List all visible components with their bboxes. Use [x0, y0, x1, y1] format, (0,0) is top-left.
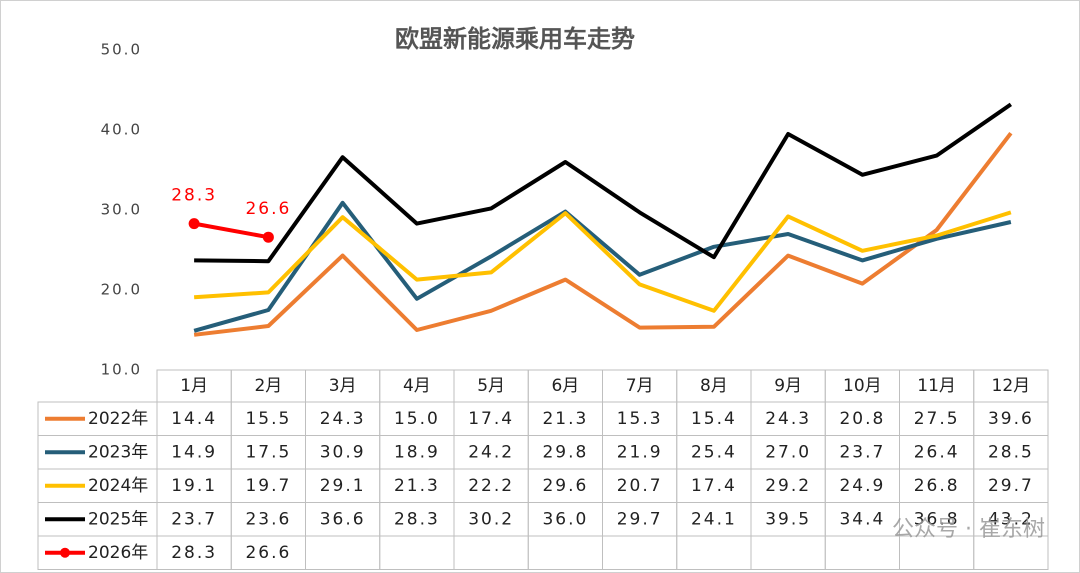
- series-line: [194, 102, 1013, 264]
- table-value: 26.6: [245, 543, 291, 563]
- table-value: 28.3: [171, 543, 217, 563]
- y-tick-label: 40.0: [101, 121, 142, 139]
- table-value: 21.3: [394, 476, 440, 496]
- legend-label: 2026年: [88, 543, 148, 563]
- x-tick-label: 7月: [626, 376, 654, 396]
- x-tick-label: 5月: [477, 376, 505, 396]
- table-value: 17.4: [468, 409, 514, 429]
- table-value: 26.8: [914, 476, 960, 496]
- table-value: 29.7: [988, 476, 1034, 496]
- point-marker: [188, 218, 200, 230]
- table-value: 21.3: [542, 409, 588, 429]
- table-value: 30.2: [468, 509, 514, 529]
- x-tick-label: 2月: [254, 376, 282, 396]
- table-value: 17.5: [245, 442, 291, 462]
- table-value: 24.2: [468, 442, 514, 462]
- table-value: 24.3: [765, 409, 811, 429]
- table-value: 24.1: [691, 509, 737, 529]
- y-tick-label: 30.0: [101, 201, 142, 219]
- table-value: 29.8: [542, 442, 588, 462]
- x-tick-label: 3月: [329, 376, 357, 396]
- table-value: 21.9: [617, 442, 663, 462]
- table-value: 29.6: [542, 476, 588, 496]
- table-value: 43.2: [988, 509, 1034, 529]
- legend-label: 2022年: [88, 409, 148, 429]
- series-line: [193, 221, 269, 240]
- x-tick-label: 12月: [992, 376, 1031, 396]
- legend-label: 2023年: [88, 442, 148, 462]
- y-tick-label: 20.0: [101, 281, 142, 299]
- series-line: [193, 131, 1013, 337]
- table-value: 20.8: [839, 409, 885, 429]
- series-line: [193, 210, 1012, 313]
- legend-marker: [60, 547, 70, 558]
- table-value: 20.7: [617, 476, 663, 496]
- legend-label: 2025年: [88, 509, 148, 529]
- x-tick-label: 10月: [843, 376, 882, 396]
- table-value: 34.4: [839, 509, 885, 529]
- table-value: 15.5: [245, 409, 291, 429]
- table-value: 15.4: [691, 409, 737, 429]
- table-value: 36.6: [320, 509, 366, 529]
- table-value: 15.0: [394, 409, 440, 429]
- table-value: 26.4: [914, 442, 960, 462]
- table-value: 25.4: [691, 442, 737, 462]
- table-value: 24.9: [839, 476, 885, 496]
- table-value: 30.9: [320, 442, 366, 462]
- table-value: 14.4: [171, 409, 217, 429]
- table-value: 23.6: [245, 509, 291, 529]
- table-value: 29.2: [765, 476, 811, 496]
- table-value: 19.1: [171, 476, 217, 496]
- data-label: 28.3: [171, 186, 217, 206]
- y-tick-label: 50.0: [101, 41, 142, 59]
- table-value: 39.6: [988, 409, 1034, 429]
- table-value: 27.0: [765, 442, 811, 462]
- x-tick-label: 11月: [917, 376, 956, 396]
- table-value: 36.0: [542, 509, 588, 529]
- table-value: 18.9: [394, 442, 440, 462]
- table-value: 28.5: [988, 442, 1034, 462]
- table-value: 19.7: [245, 476, 291, 496]
- data-label: 26.6: [245, 199, 291, 219]
- table-cell: [973, 535, 1049, 570]
- series-line: [193, 200, 1012, 333]
- table-value: 23.7: [839, 442, 885, 462]
- table-value: 22.2: [468, 476, 514, 496]
- table-value: 39.5: [765, 509, 811, 529]
- x-tick-label: 1月: [180, 376, 208, 396]
- table-value: 27.5: [914, 409, 960, 429]
- x-tick-label: 9月: [774, 376, 802, 396]
- legend-label: 2024年: [88, 476, 148, 496]
- table-value: 29.7: [617, 509, 663, 529]
- table-value: 28.3: [394, 509, 440, 529]
- x-tick-label: 8月: [700, 376, 728, 396]
- table-value: 23.7: [171, 509, 217, 529]
- table-value: 36.8: [914, 509, 960, 529]
- table-value: 29.1: [320, 476, 366, 496]
- watermark: 公众号 · 崔东树: [892, 517, 1045, 542]
- x-tick-label: 6月: [551, 376, 579, 396]
- table-value: 15.3: [617, 409, 663, 429]
- y-tick-label: 10.0: [101, 361, 142, 379]
- chart-title: 欧盟新能源乘用车走势: [395, 25, 635, 53]
- table-value: 17.4: [691, 476, 737, 496]
- x-tick-label: 4月: [403, 376, 431, 396]
- point-marker: [262, 231, 274, 243]
- table-value: 24.3: [320, 409, 366, 429]
- table-value: 14.9: [171, 442, 217, 462]
